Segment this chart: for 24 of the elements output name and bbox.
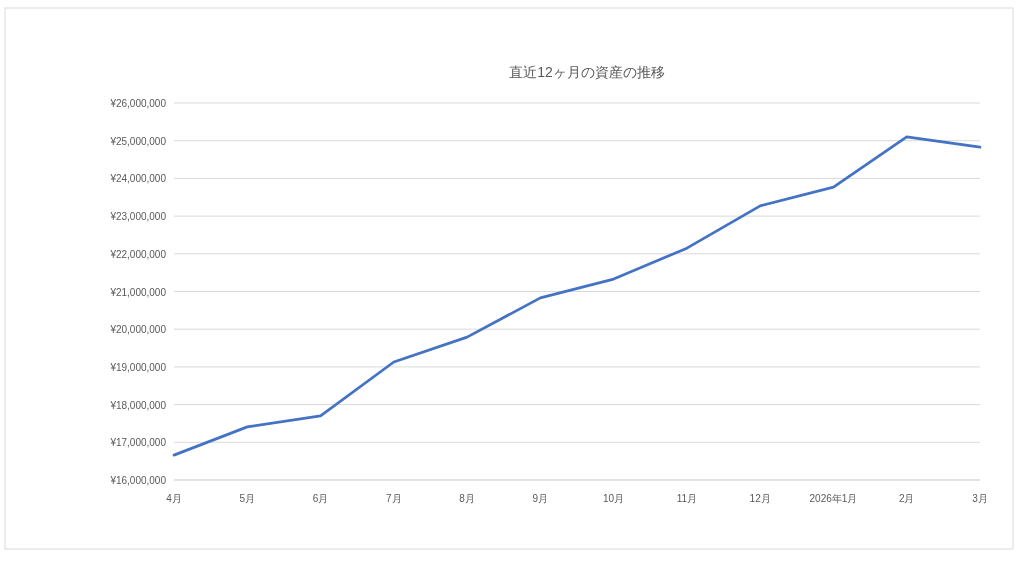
x-tick-label: 11月 <box>676 493 698 504</box>
y-tick-label: ¥26,000,000 <box>109 98 167 109</box>
x-tick-label: 2月 <box>898 493 915 504</box>
x-tick-label: 5月 <box>239 493 256 504</box>
x-tick-label: 6月 <box>312 493 329 504</box>
x-tick-label: 7月 <box>386 493 402 504</box>
y-tick-label: ¥16,000,000 <box>109 475 167 486</box>
x-tick-label: 8月 <box>459 493 475 504</box>
y-tick-label: ¥19,000,000 <box>109 361 167 373</box>
y-tick-label: ¥21,000,000 <box>109 286 167 298</box>
x-tick-label: 3月 <box>972 493 988 504</box>
y-tick-label: ¥25,000,000 <box>109 135 167 147</box>
y-tick-label: ¥17,000,000 <box>109 437 167 449</box>
x-tick-label: 9月 <box>532 493 549 504</box>
x-tick-label: 10月 <box>603 493 625 504</box>
y-tick-label: ¥18,000,000 <box>109 399 167 411</box>
x-tick-label: 2026年1月 <box>809 493 858 504</box>
y-tick-label: ¥22,000,000 <box>109 248 167 260</box>
title: 直近12ヶ月の資産の推移 <box>509 64 665 80</box>
y-tick-label: ¥23,000,000 <box>109 211 167 223</box>
y-tick-label: ¥20,000,000 <box>109 324 167 336</box>
x-tick-label: 4月 <box>166 493 182 504</box>
y-tick-label: ¥24,000,000 <box>109 173 167 185</box>
x-tick-label: 12月 <box>749 493 771 504</box>
